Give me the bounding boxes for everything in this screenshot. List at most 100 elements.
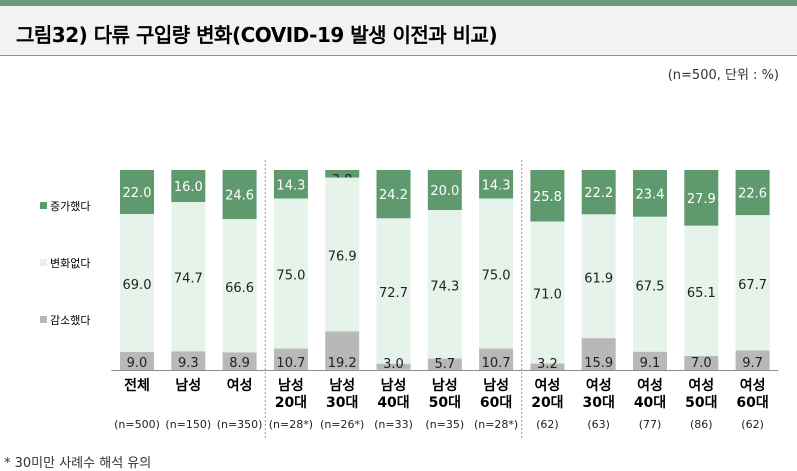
bar-segment-3-4 xyxy=(273,348,308,370)
value-label-2-11: 67.5 xyxy=(636,279,665,294)
legend-label-2: 변화없다 xyxy=(50,257,90,270)
value-label-1-8: 14.3 xyxy=(482,178,511,193)
bar-segment-3-13 xyxy=(735,350,770,370)
category-label-6-line-2: 40대 xyxy=(377,395,409,411)
bar-segment-3-12 xyxy=(684,356,719,370)
bar-segment-2-4 xyxy=(273,198,308,349)
sample-size-12: (86) xyxy=(690,418,713,431)
value-label-2-5: 76.9 xyxy=(328,250,357,265)
legend-swatch-2 xyxy=(40,259,47,266)
value-label-1-3: 24.6 xyxy=(225,189,254,204)
bar-segment-2-7 xyxy=(427,210,462,359)
sample-size-10: (63) xyxy=(587,418,610,431)
category-label-7-line-1: 남성 xyxy=(432,377,458,394)
category-label-12-line-1: 여성 xyxy=(688,377,714,394)
value-label-1-1: 22.0 xyxy=(123,186,152,201)
value-label-1-13: 22.6 xyxy=(738,187,767,202)
value-label-2-7: 74.3 xyxy=(430,279,459,294)
bar-segment-3-1 xyxy=(120,352,154,370)
bar-segment-3-11 xyxy=(633,351,667,370)
value-label-2-12: 65.1 xyxy=(687,286,716,301)
value-label-2-6: 72.7 xyxy=(379,286,408,301)
category-label-9-line-2: 20대 xyxy=(531,395,563,411)
bar-segment-1-5 xyxy=(325,170,360,178)
value-label-3-9: 3.2 xyxy=(537,357,558,372)
bar-segment-1-3 xyxy=(222,170,257,220)
sample-size-8: (n=28*) xyxy=(474,418,518,431)
value-label-2-9: 71.0 xyxy=(533,288,562,303)
category-label-5-line-1: 남성 xyxy=(329,377,355,394)
bar-segment-2-3 xyxy=(222,219,257,353)
legend-label-1: 증가했다 xyxy=(50,200,90,213)
value-label-1-12: 27.9 xyxy=(687,192,716,207)
bar-segment-1-4 xyxy=(273,170,308,199)
unit-note: (n=500, 단위 : %) xyxy=(667,68,779,83)
value-label-3-11: 9.1 xyxy=(640,356,661,371)
bar-segment-1-11 xyxy=(633,170,667,217)
bar-segment-2-11 xyxy=(633,216,667,352)
category-label-13-line-1: 여성 xyxy=(740,377,766,394)
value-label-3-5: 19.2 xyxy=(328,356,357,371)
value-label-1-10: 22.2 xyxy=(584,186,613,201)
legend-label-3: 감소했다 xyxy=(50,314,90,327)
bar-segment-3-3 xyxy=(222,352,257,371)
footnote: * 30미만 사례수 해석 유의 xyxy=(4,456,152,471)
bar-segment-2-1 xyxy=(120,214,154,352)
value-label-3-8: 10.7 xyxy=(482,356,511,371)
sample-size-2: (n=150) xyxy=(165,418,211,431)
value-label-3-2: 9.3 xyxy=(178,356,199,371)
bar-segment-1-9 xyxy=(530,170,565,222)
bar-segment-2-9 xyxy=(530,221,565,364)
sample-size-4: (n=28*) xyxy=(269,418,313,431)
category-label-10-line-2: 30대 xyxy=(583,395,615,411)
bar-segment-3-2 xyxy=(171,351,206,370)
bar-segment-1-1 xyxy=(120,170,154,214)
category-label-8-line-1: 남성 xyxy=(483,377,509,394)
sample-size-13: (62) xyxy=(741,418,764,431)
value-label-3-7: 5.7 xyxy=(434,357,455,372)
category-label-13-line-2: 60대 xyxy=(736,395,768,411)
value-label-1-2: 16.0 xyxy=(174,180,203,195)
bar-segment-1-10 xyxy=(581,170,616,215)
legend-swatch-3 xyxy=(40,316,47,323)
sample-size-6: (n=33) xyxy=(374,418,413,431)
bar-segment-1-8 xyxy=(479,170,514,199)
sample-size-7: (n=35) xyxy=(425,418,464,431)
bar-segment-3-6 xyxy=(376,363,411,370)
value-label-3-1: 9.0 xyxy=(127,356,148,371)
category-label-6-line-1: 남성 xyxy=(381,377,407,394)
category-label-4-line-1: 남성 xyxy=(278,377,304,394)
category-label-3: 여성 xyxy=(227,377,253,394)
bar-segment-1-6 xyxy=(376,170,411,219)
value-label-2-2: 74.7 xyxy=(174,272,203,287)
category-label-8-line-2: 60대 xyxy=(480,395,512,411)
bar-segment-3-7 xyxy=(427,358,462,370)
bar-segment-1-12 xyxy=(684,170,719,226)
bar-segment-2-8 xyxy=(479,198,514,349)
bar-segment-2-5 xyxy=(325,177,360,332)
value-label-1-9: 25.8 xyxy=(533,190,562,205)
bar-segment-2-2 xyxy=(171,202,206,352)
category-label-12-line-2: 50대 xyxy=(685,395,717,411)
sample-size-9: (62) xyxy=(536,418,559,431)
value-label-1-4: 14.3 xyxy=(276,178,305,193)
bar-segment-1-7 xyxy=(427,170,462,210)
sample-size-11: (77) xyxy=(639,418,662,431)
category-label-7-line-2: 50대 xyxy=(429,395,461,411)
bar-segment-2-10 xyxy=(581,214,616,339)
value-label-2-8: 75.0 xyxy=(482,269,511,284)
title-bar: 그림32) 다류 구입량 변화(COVID-19 발생 이전과 비교) xyxy=(0,6,797,56)
value-label-3-13: 9.7 xyxy=(742,356,763,371)
value-label-3-4: 10.7 xyxy=(276,356,305,371)
bar-segment-3-10 xyxy=(581,338,616,370)
category-label-5-line-2: 30대 xyxy=(326,395,358,411)
category-label-4-line-2: 20대 xyxy=(275,395,307,411)
value-label-3-12: 7.0 xyxy=(691,356,712,371)
value-label-3-6: 3.0 xyxy=(383,357,404,372)
bar-segment-3-5 xyxy=(325,331,360,370)
value-label-2-13: 67.7 xyxy=(738,278,767,293)
bar-segment-1-2 xyxy=(171,170,206,202)
value-label-3-3: 8.9 xyxy=(229,356,250,371)
category-label-11-line-2: 40대 xyxy=(634,395,666,411)
category-label-1: 전체 xyxy=(124,377,150,394)
